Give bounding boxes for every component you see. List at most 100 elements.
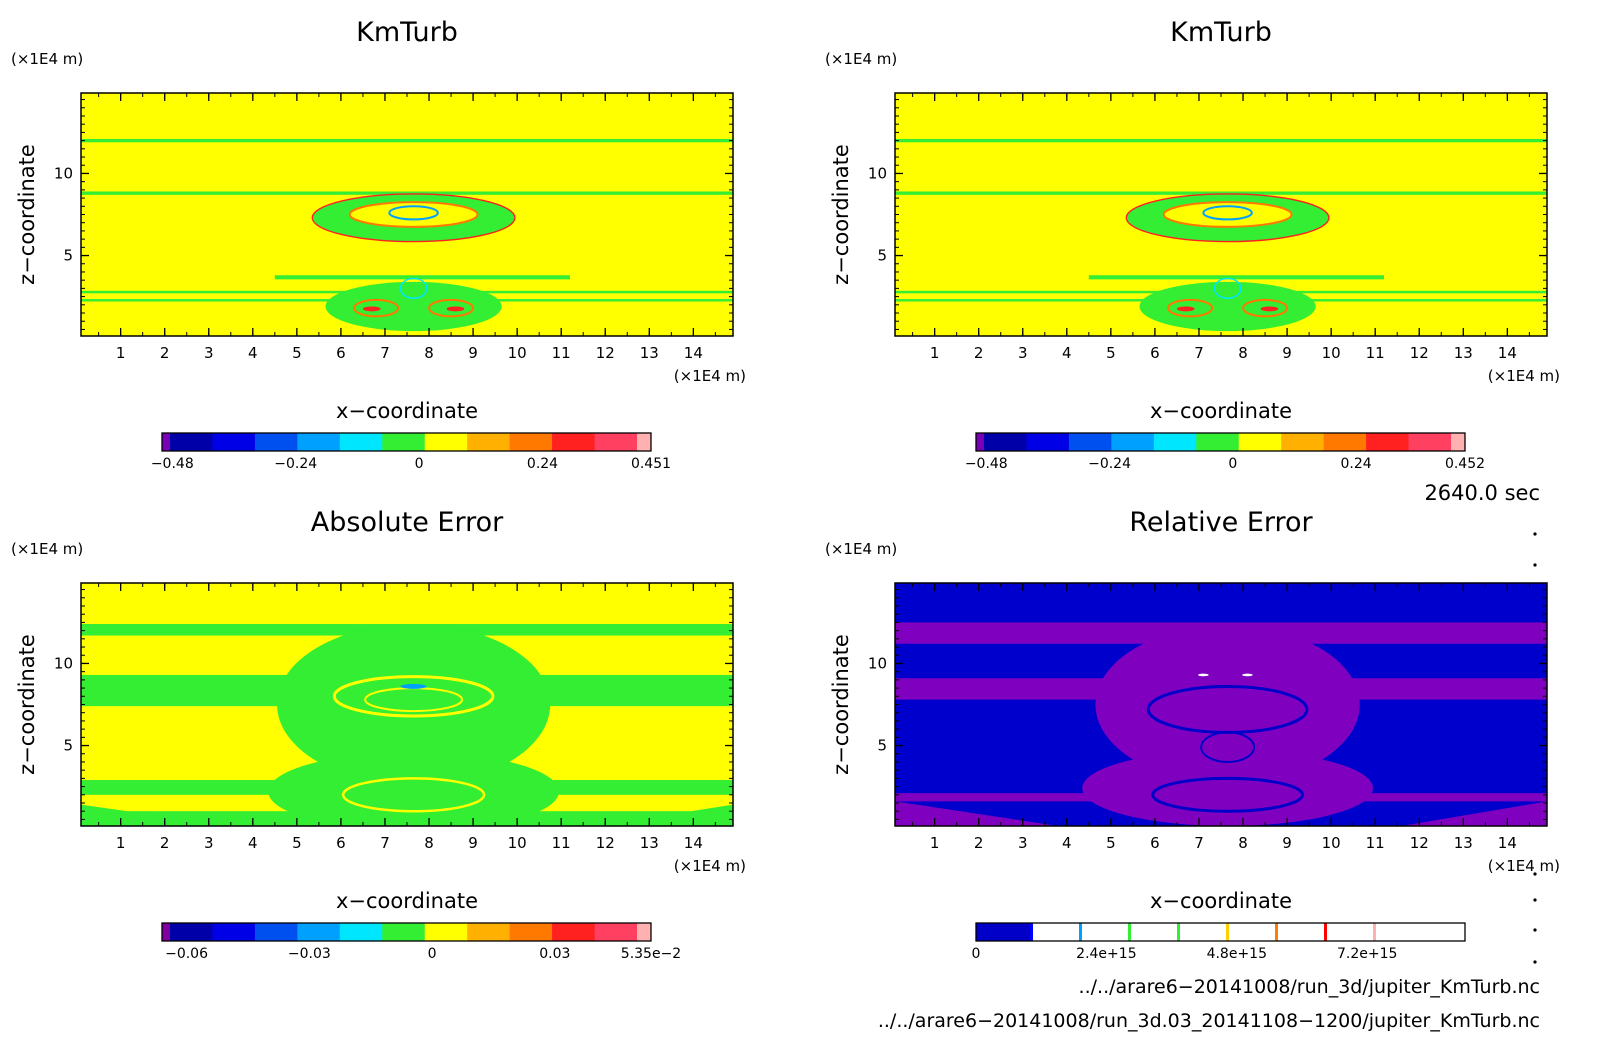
colorbar-tick-label: −0.48	[151, 456, 194, 472]
error-plume	[1095, 625, 1360, 784]
colorbar-segment	[297, 433, 341, 451]
contour-band	[81, 191, 733, 195]
colorbar-segment	[467, 433, 511, 451]
corner-wedge	[1401, 801, 1547, 826]
x-tick-label: 7	[380, 834, 390, 852]
x-tick-label: 9	[1282, 834, 1292, 852]
contour-band	[274, 275, 570, 280]
x-tick-label: 10	[1322, 834, 1341, 852]
colorbar-tick-label: −0.06	[165, 946, 208, 962]
colorbar-tick-label: 0.452	[1445, 456, 1485, 472]
panels-group: KmTurb(×1E4 m)(×1E4 m)1 2 3 4 5 6 7 8 9 10 11 12 13 1…	[11, 17, 1560, 962]
colorbar-frame	[161, 432, 652, 452]
colorbar-segment	[1238, 433, 1282, 451]
colorbar: −0.48 −0.24 0 0.24 0.452	[965, 432, 1485, 472]
x-tick-label: 5	[1106, 344, 1116, 362]
colorbar-segment	[637, 923, 652, 941]
lower-vortex-left	[1167, 298, 1214, 318]
upper-vortex-core	[1163, 202, 1292, 227]
colorbar-segment	[976, 923, 1465, 941]
colorbar-tick-label: 0.24	[527, 456, 558, 472]
upper-vortex-ring	[1162, 201, 1293, 228]
x-tick-label: 9	[1282, 344, 1292, 362]
lower-vortex-neck	[399, 277, 428, 299]
colorbar-segment	[162, 923, 171, 941]
error-ring	[332, 675, 495, 718]
panel-4: Relative Error(×1E4 m)(×1E4 m)1 2 3 4 5 6 7 8 9 1…	[825, 507, 1560, 962]
colorbar-segment	[594, 433, 638, 451]
colorbar-segment	[254, 923, 298, 941]
colorbar-segment	[424, 923, 468, 941]
x-tick-label: 4	[248, 834, 258, 852]
z-tick-label: 10	[54, 654, 73, 672]
z-unit-label: (×1E4 m)	[11, 540, 83, 558]
x-tick-label: 14	[1498, 834, 1517, 852]
x-unit-label: (×1E4 m)	[1488, 857, 1560, 875]
x-tick-label: 13	[1454, 834, 1473, 852]
x-tick-label: 9	[468, 834, 478, 852]
x-tick-label: 10	[508, 344, 527, 362]
colorbar-segment	[1451, 433, 1466, 451]
upper-vortex-edge	[1125, 193, 1330, 243]
x-tick-label: 2	[974, 834, 984, 852]
colorbar-segment	[1153, 433, 1197, 451]
colorbar-segment	[467, 923, 511, 941]
lower-vortex-spot	[446, 306, 465, 312]
x-tick-label: 5	[292, 344, 302, 362]
z-tick-label: 5	[63, 737, 73, 755]
x-tick-label: 12	[1410, 344, 1429, 362]
x-tick-label: 14	[684, 344, 703, 362]
colorbar-segment	[382, 433, 426, 451]
z-unit-label: (×1E4 m)	[825, 540, 897, 558]
x-tick-label: 1	[930, 344, 940, 362]
x-tick-label: 6	[336, 344, 346, 362]
upper-vortex-eye	[1202, 205, 1253, 221]
panel-3: Absolute Error(×1E4 m)(×1E4 m)1 2 3 4 5 6 7 8 9 1…	[11, 507, 746, 962]
colorbar-segment	[637, 433, 652, 451]
x-tick-label: 12	[596, 834, 615, 852]
colorbar: 0 2.4e+15 4.8e+15 7.2e+15	[972, 922, 1466, 962]
lower-vortex-spot	[362, 306, 381, 312]
colorbar-segment	[212, 923, 256, 941]
z-tick-label: 10	[868, 654, 887, 672]
lower-vortex	[1139, 281, 1316, 332]
colorbar-segment	[1026, 433, 1070, 451]
error-plume	[1082, 750, 1373, 826]
error-spot	[1198, 673, 1209, 677]
x-tick-label: 3	[204, 344, 214, 362]
corner-wedge	[895, 801, 1058, 826]
colorbar-segment	[1111, 433, 1155, 451]
plot-area	[895, 583, 1547, 826]
colorbar-segment	[1177, 923, 1180, 941]
lower-vortex-spot	[1260, 306, 1279, 312]
colorbar-segment	[976, 923, 1030, 941]
colorbar-tick-label: −0.48	[965, 456, 1008, 472]
dot	[1533, 563, 1537, 567]
error-spot	[1242, 673, 1253, 677]
upper-vortex-eye	[388, 205, 439, 221]
z-tick-label: 10	[868, 164, 887, 182]
colorbar-tick-label: −0.03	[288, 946, 331, 962]
lower-vortex-right	[1242, 298, 1289, 318]
colorbar-frame	[975, 432, 1466, 452]
x-tick-label: 13	[1454, 344, 1473, 362]
colorbar-segment	[976, 433, 985, 451]
colorbar-tick-label: −0.24	[274, 456, 317, 472]
colorbar-tick-label: 0.03	[539, 946, 570, 962]
x-tick-label: 6	[336, 834, 346, 852]
dot	[1533, 872, 1537, 876]
z-axis-label: z−coordinate	[829, 144, 853, 285]
colorbar-segment	[297, 923, 341, 941]
colorbar-segment	[1068, 433, 1112, 451]
plot-area	[895, 93, 1547, 336]
x-unit-label: (×1E4 m)	[674, 367, 746, 385]
x-tick-label: 4	[1062, 344, 1072, 362]
error-plume	[277, 624, 551, 785]
z-tick-label: 5	[877, 737, 887, 755]
x-tick-label: 9	[468, 344, 478, 362]
colorbar-tick-label: 0.451	[631, 456, 671, 472]
panel-title: Absolute Error	[311, 507, 504, 538]
x-tick-label: 4	[248, 344, 258, 362]
lower-vortex-neck	[1213, 277, 1242, 299]
